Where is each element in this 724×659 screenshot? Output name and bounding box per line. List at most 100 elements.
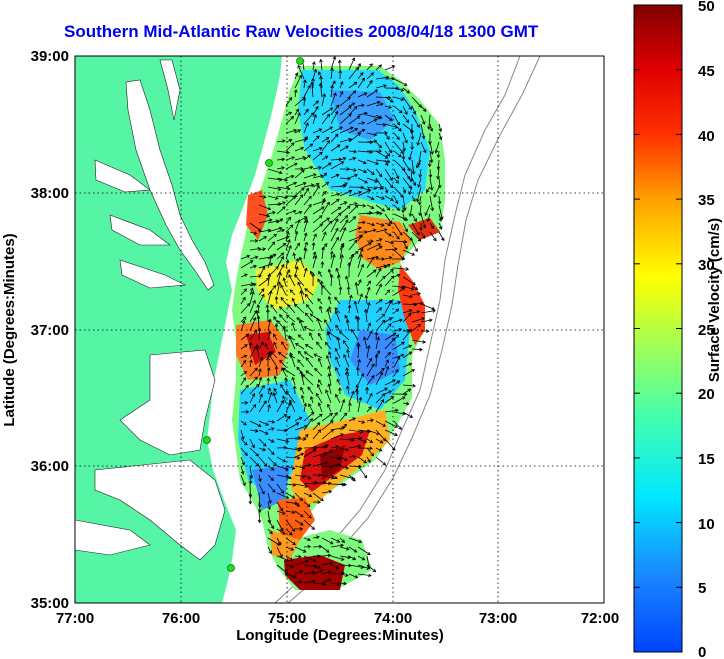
velocity-arrow-head xyxy=(309,332,313,336)
velocity-arrow-head xyxy=(370,196,375,200)
velocity-arrow-head xyxy=(404,392,408,397)
velocity-arrow xyxy=(410,168,413,182)
velocity-arrow xyxy=(411,222,420,236)
velocity-arrow xyxy=(348,216,356,224)
velocity-arrow-head xyxy=(286,314,290,319)
velocity-arrow xyxy=(321,482,331,485)
velocity-arrow-head xyxy=(328,306,332,310)
x-tick-label: 74:00 xyxy=(374,610,412,627)
velocity-arrow xyxy=(393,195,398,204)
velocity-arrow-head xyxy=(361,77,365,82)
velocity-arrow-head xyxy=(253,264,257,269)
velocity-arrow-head xyxy=(241,436,245,440)
velocity-arrow xyxy=(285,224,294,233)
velocity-arrow-head xyxy=(345,275,349,280)
velocity-arrow xyxy=(267,220,279,224)
velocity-arrow xyxy=(411,159,415,175)
velocity-arrow xyxy=(330,555,345,561)
velocity-arrow-head xyxy=(336,582,341,587)
velocity-arrow-head xyxy=(432,309,436,313)
velocity-arrow xyxy=(303,474,311,480)
velocity-arrow xyxy=(319,306,323,314)
velocity-arrow-head xyxy=(382,437,387,442)
velocity-arrow-head xyxy=(295,422,300,426)
velocity-arrow xyxy=(351,329,359,341)
velocity-arrow-head xyxy=(266,367,271,371)
velocity-arrow-head xyxy=(370,239,374,244)
velocity-arrow xyxy=(419,204,422,216)
velocity-arrow xyxy=(393,177,399,184)
velocity-arrow-head xyxy=(303,79,307,83)
colorbar-tick-label: 10 xyxy=(698,516,715,533)
colorbar-ticks xyxy=(634,4,682,653)
velocity-arrow-head xyxy=(398,327,403,332)
velocity-arrow xyxy=(249,317,256,332)
velocity-arrow-head xyxy=(281,166,285,170)
velocity-arrow xyxy=(321,491,332,494)
velocity-arrow-head xyxy=(404,111,408,115)
velocity-arrow-head xyxy=(392,332,397,336)
velocity-arrow-head xyxy=(293,89,298,93)
velocity-arrow-head xyxy=(263,443,267,447)
velocity-arrow-head xyxy=(326,217,330,222)
velocity-arrow xyxy=(363,337,368,350)
velocity-arrow xyxy=(375,368,385,377)
velocity-arrow-head xyxy=(336,539,341,543)
velocity-arrow-head xyxy=(345,546,350,551)
velocity-arrow-head xyxy=(240,470,245,475)
velocity-arrow xyxy=(240,438,248,446)
velocity-arrow-head xyxy=(363,439,368,444)
velocity-arrow xyxy=(279,314,287,323)
velocity-arrow-head xyxy=(436,154,441,159)
velocity-arrow xyxy=(339,399,345,413)
velocity-arrow xyxy=(240,385,249,395)
velocity-arrow-head xyxy=(396,380,401,384)
velocity-arrow-head xyxy=(341,539,345,543)
velocity-arrow xyxy=(420,123,425,139)
velocity-arrow-head xyxy=(341,571,346,576)
velocity-arrow-head xyxy=(352,90,357,94)
velocity-arrow xyxy=(411,339,426,343)
velocity-arrow xyxy=(312,147,323,152)
velocity-arrow xyxy=(402,411,413,418)
velocity-arrow-head xyxy=(412,198,416,202)
velocity-arrow-head xyxy=(284,376,288,381)
velocity-arrow xyxy=(258,266,266,278)
velocity-arrow xyxy=(276,150,290,154)
velocity-arrow xyxy=(365,295,368,305)
velocity-arrow xyxy=(330,92,337,107)
velocity-arrow-head xyxy=(263,236,268,240)
velocity-arrow-head xyxy=(291,321,295,326)
velocity-arrow xyxy=(339,243,345,251)
velocity-arrow xyxy=(375,447,382,452)
velocity-arrow-head xyxy=(305,122,309,127)
velocity-arrow-head xyxy=(427,163,432,168)
velocity-arrow xyxy=(258,483,265,495)
velocity-arrow xyxy=(330,564,340,569)
velocity-arrow-head xyxy=(252,283,257,287)
velocity-arrow xyxy=(411,317,425,323)
velocity-arrow xyxy=(274,376,278,386)
velocity-arrow xyxy=(249,283,256,287)
velocity-arrow xyxy=(393,328,402,332)
velocity-arrow xyxy=(276,140,285,143)
velocity-arrow-head xyxy=(295,342,299,347)
velocity-arrow-head xyxy=(309,143,314,147)
velocity-arrow xyxy=(249,248,261,251)
velocity-arrow-head xyxy=(395,408,399,413)
velocity-arrow-head xyxy=(328,162,332,166)
velocity-arrow-head xyxy=(405,267,410,271)
velocity-arrow xyxy=(294,129,301,134)
velocity-arrow-head xyxy=(259,393,263,398)
velocity-arrow-head xyxy=(254,367,258,372)
velocity-arrow xyxy=(294,560,309,566)
velocity-arrow xyxy=(285,573,297,578)
velocity-arrow xyxy=(348,417,356,422)
velocity-arrow-head xyxy=(363,474,368,479)
velocity-arrow-head xyxy=(354,204,359,209)
velocity-arrow xyxy=(312,462,328,467)
velocity-arrow xyxy=(411,195,416,202)
velocity-arrow-head xyxy=(288,244,292,249)
velocity-arrow xyxy=(276,206,286,215)
velocity-arrow-head xyxy=(307,386,311,391)
